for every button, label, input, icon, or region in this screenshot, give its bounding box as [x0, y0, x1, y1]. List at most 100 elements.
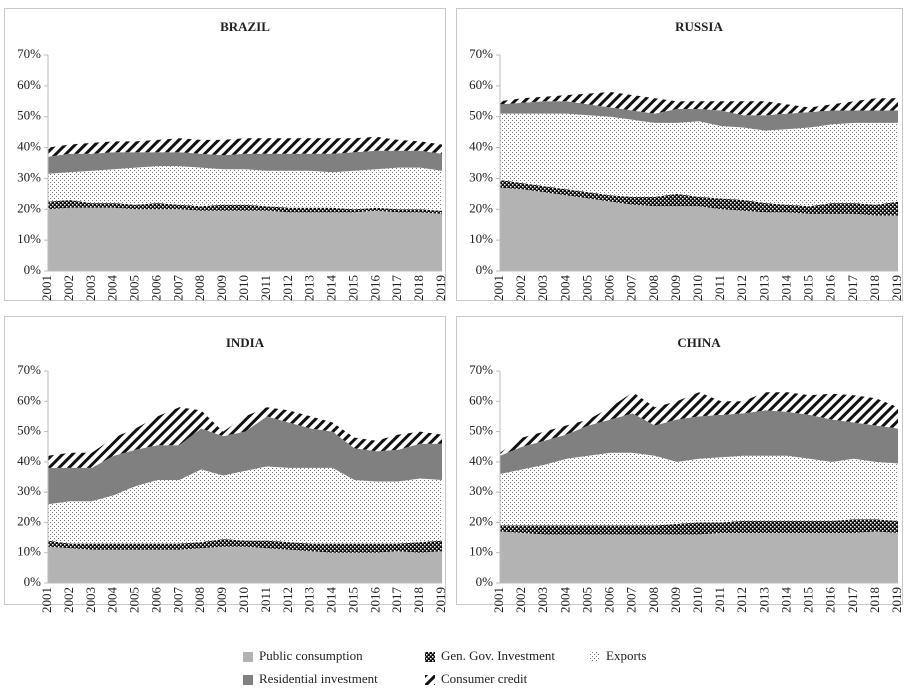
x-tick-label: 2009	[668, 275, 683, 301]
panel-frame	[4, 316, 446, 605]
y-tick-label: 50%	[17, 423, 41, 438]
x-tick-label: 2005	[127, 587, 142, 613]
x-tick-label: 2015	[801, 587, 816, 613]
y-tick-label: 60%	[17, 392, 41, 407]
x-tick-label: 2005	[127, 275, 142, 301]
x-tick-label: 2016	[367, 587, 382, 614]
x-tick-label: 2001	[39, 275, 54, 301]
x-tick-label: 2004	[105, 587, 120, 614]
x-tick-label: 2011	[258, 587, 273, 613]
y-tick-label: 40%	[469, 139, 493, 154]
x-tick-label: 2010	[690, 587, 705, 613]
legend-label: Exports	[606, 648, 646, 663]
y-tick-label: 30%	[17, 483, 41, 498]
x-tick-label: 2010	[236, 275, 251, 301]
area	[500, 519, 898, 535]
x-tick-label: 2017	[389, 275, 404, 302]
x-tick-label: 2010	[236, 587, 251, 613]
y-tick-label: 40%	[17, 139, 41, 154]
x-tick-label: 2002	[513, 587, 528, 613]
x-tick-label: 2013	[302, 275, 317, 301]
x-tick-label: 2015	[801, 275, 816, 301]
x-tick-label: 2002	[513, 275, 528, 301]
legend-swatch	[425, 652, 435, 662]
y-tick-label: 60%	[469, 77, 493, 92]
y-tick-label: 10%	[469, 544, 493, 559]
legend-label: Gen. Gov. Investment	[441, 648, 555, 663]
y-tick-label: 10%	[17, 544, 41, 559]
x-tick-label: 2018	[411, 587, 426, 613]
area	[48, 200, 442, 214]
x-tick-label: 2008	[646, 587, 661, 613]
x-tick-label: 2018	[411, 275, 426, 301]
y-tick-label: 0%	[24, 262, 42, 277]
y-tick-label: 60%	[469, 392, 493, 407]
y-tick-label: 20%	[17, 200, 41, 215]
x-tick-label: 2004	[105, 275, 120, 302]
area	[48, 407, 442, 468]
y-tick-label: 0%	[476, 262, 494, 277]
area	[500, 452, 898, 526]
y-tick-label: 10%	[469, 231, 493, 246]
y-tick-label: 30%	[17, 169, 41, 184]
y-tick-label: 70%	[469, 46, 493, 61]
x-tick-label: 2014	[324, 587, 339, 614]
y-tick-label: 0%	[476, 574, 494, 589]
x-tick-label: 2001	[491, 275, 506, 301]
x-tick-label: 2004	[557, 587, 572, 614]
x-tick-label: 2009	[668, 587, 683, 613]
x-tick-label: 2012	[280, 275, 295, 301]
x-tick-label: 2012	[280, 587, 295, 613]
panel-frame	[456, 316, 903, 605]
panel-title: INDIA	[226, 335, 265, 350]
y-tick-label: 70%	[17, 46, 41, 61]
x-tick-label: 2012	[734, 275, 749, 301]
y-tick-label: 20%	[469, 200, 493, 215]
legend-label: Public consumption	[259, 648, 363, 663]
x-tick-label: 2014	[778, 587, 793, 614]
y-tick-label: 20%	[469, 513, 493, 528]
y-tick-label: 70%	[17, 362, 41, 377]
area	[500, 410, 898, 474]
x-tick-label: 2007	[624, 587, 639, 614]
x-tick-label: 2008	[646, 275, 661, 301]
area	[500, 180, 898, 216]
x-tick-label: 2011	[258, 275, 273, 301]
legend-swatch	[243, 675, 253, 685]
x-tick-label: 2012	[734, 587, 749, 613]
x-tick-label: 2018	[867, 587, 882, 613]
x-tick-label: 2010	[690, 275, 705, 301]
area	[500, 187, 898, 271]
area	[48, 150, 442, 174]
y-tick-label: 30%	[469, 483, 493, 498]
x-tick-label: 2015	[345, 587, 360, 613]
x-tick-label: 2017	[845, 587, 860, 614]
x-tick-label: 2003	[535, 275, 550, 301]
x-tick-label: 2013	[756, 587, 771, 613]
area	[500, 392, 898, 456]
x-tick-label: 2007	[170, 587, 185, 614]
x-tick-label: 2015	[345, 275, 360, 301]
x-tick-label: 2009	[214, 587, 229, 613]
area	[500, 113, 898, 207]
x-tick-label: 2003	[535, 587, 550, 613]
y-tick-label: 50%	[469, 423, 493, 438]
x-tick-label: 2019	[433, 587, 448, 613]
x-tick-label: 2006	[602, 275, 617, 302]
legend-swatch	[243, 652, 253, 662]
x-tick-label: 2016	[367, 275, 382, 302]
legend-label: Consumer credit	[441, 671, 528, 686]
x-tick-label: 2008	[192, 587, 207, 613]
legend-label: Residential investment	[259, 671, 378, 686]
x-tick-label: 2002	[61, 587, 76, 613]
x-tick-label: 2007	[170, 275, 185, 302]
x-tick-label: 2017	[845, 275, 860, 302]
area	[48, 546, 442, 583]
panel-frame	[456, 8, 903, 301]
area	[500, 531, 898, 583]
x-tick-label: 2006	[602, 587, 617, 614]
x-tick-label: 2019	[433, 275, 448, 301]
x-tick-label: 2013	[302, 587, 317, 613]
y-tick-label: 0%	[24, 574, 42, 589]
